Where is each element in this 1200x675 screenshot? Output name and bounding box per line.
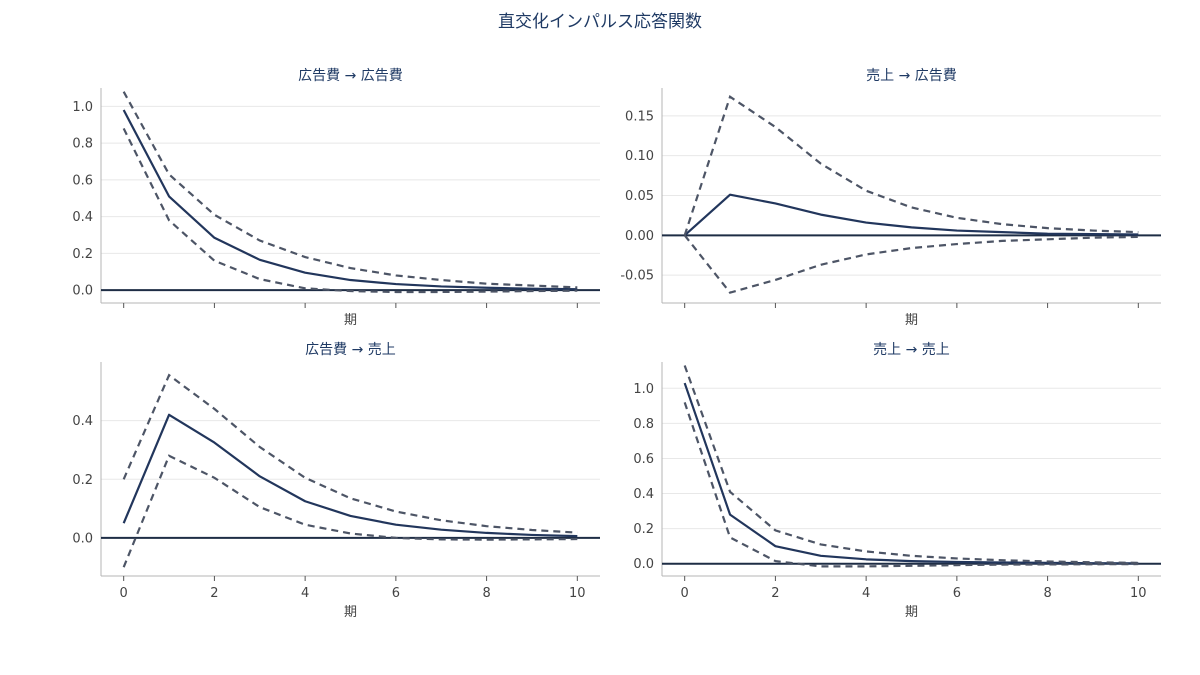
confidence-band-upper-line	[683, 95, 1139, 236]
irf-response-line	[683, 193, 1139, 237]
irf-response-line	[683, 382, 1139, 565]
x-tick-label: 8	[482, 586, 490, 601]
y-tick-label: 0.6	[633, 452, 654, 467]
x-tick-label: 0	[681, 586, 689, 601]
confidence-band-lower-line	[683, 234, 1139, 294]
y-tick-label: 0.4	[633, 487, 654, 502]
y-tick-label: 0.2	[633, 522, 654, 537]
y-tick-label: 0.8	[633, 417, 654, 432]
subplot-1: 広告費 → 広告費 0.0 0.2 0.4 0.6 0.8 1.0 期	[72, 68, 600, 328]
y-tick-label: 0.15	[625, 109, 654, 124]
x-axis-label: 期	[344, 605, 357, 620]
x-tick-label: 4	[862, 586, 870, 601]
subplot-title: 売上 → 売上	[873, 342, 950, 358]
x-tick-label: 10	[569, 586, 586, 601]
subplot-2: 売上 → 広告費 -0.05 0.00 0.05 0.10 0.15 期	[620, 68, 1161, 328]
y-tick-label: 0.8	[72, 137, 93, 152]
confidence-band-upper-line	[122, 91, 578, 289]
y-tick-label: 0.0	[633, 557, 654, 572]
y-tick-label: 0.10	[625, 149, 654, 164]
x-tick-label: 10	[1130, 586, 1147, 601]
confidence-band-upper-line	[683, 365, 1139, 564]
x-tick-label: 6	[953, 586, 961, 601]
x-axis-label: 期	[905, 605, 918, 620]
irf-response-line	[122, 109, 578, 291]
y-tick-label: 0.6	[72, 173, 93, 188]
subplot-grid: 広告費 → 広告費 0.0 0.2 0.4 0.6 0.8 1.0 期 売上 → 広告費 -0.0…	[72, 68, 1161, 620]
y-tick-label: -0.05	[620, 269, 654, 284]
y-tick-label: 0.05	[625, 189, 654, 204]
subplot-title: 売上 → 広告費	[866, 68, 957, 84]
confidence-band-lower-line	[683, 401, 1139, 568]
subplot-4: 売上 → 売上 0.0 0.2 0.4 0.6 0.8 1.0 0 2 4 6 8 10 期	[633, 342, 1161, 620]
x-tick-label: 2	[771, 586, 779, 601]
y-tick-label: 0.0	[72, 531, 93, 546]
subplot-title: 広告費 → 広告費	[298, 68, 403, 84]
irf-response-line	[122, 413, 578, 538]
y-tick-label: 0.4	[72, 210, 93, 225]
subplot-title: 広告費 → 売上	[305, 342, 396, 358]
subplot-3: 広告費 → 売上 0.0 0.2 0.4 0 2 4 6 8 10 期	[72, 342, 600, 620]
x-tick-label: 0	[120, 586, 128, 601]
x-axis-label: 期	[905, 313, 918, 328]
x-axis-label: 期	[344, 313, 357, 328]
y-tick-label: 0.2	[72, 473, 93, 488]
y-tick-label: 1.0	[633, 382, 654, 397]
x-tick-label: 8	[1043, 586, 1051, 601]
y-tick-label: 0.4	[72, 414, 93, 429]
confidence-band-lower-line	[122, 127, 578, 294]
y-tick-label: 1.0	[72, 100, 93, 115]
x-tick-label: 6	[392, 586, 400, 601]
x-tick-label: 4	[301, 586, 309, 601]
confidence-band-lower-line	[122, 454, 578, 568]
y-tick-label: 0.2	[72, 247, 93, 262]
x-tick-label: 2	[210, 586, 218, 601]
y-tick-label: 0.0	[72, 284, 93, 299]
figure-title: 直交化インパルス応答関数	[498, 12, 702, 32]
y-tick-label: 0.00	[625, 229, 654, 244]
confidence-band-upper-line	[122, 373, 578, 534]
